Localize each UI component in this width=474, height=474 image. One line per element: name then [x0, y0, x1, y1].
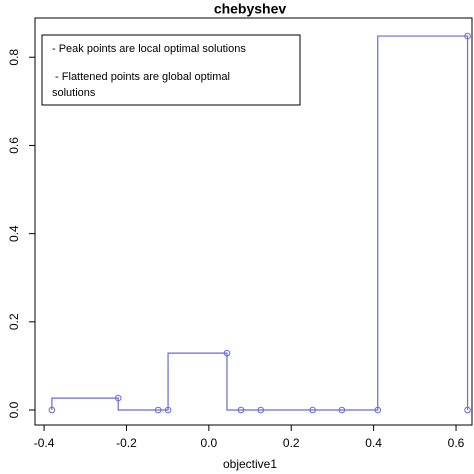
x-tick-label: 0.2: [283, 436, 300, 450]
y-tick-label: 0.0: [7, 401, 21, 418]
x-tick-label: -0.4: [34, 436, 55, 450]
point: [338, 406, 346, 414]
x-tick-label: 0.4: [365, 436, 382, 450]
legend-text: solutions: [52, 87, 96, 99]
y-tick-label: 0.2: [7, 313, 21, 330]
chart-title: chebyshev: [214, 1, 287, 17]
y-tick-label: 0.6: [7, 137, 21, 154]
y-tick-label: 0.8: [7, 49, 21, 66]
x-tick-label: 0.0: [201, 436, 218, 450]
legend-box: [41, 34, 301, 106]
plot-frame: [34, 17, 473, 426]
x-axis-label: objective1: [223, 457, 277, 471]
x-tick-label: -0.2: [116, 436, 137, 450]
point: [223, 349, 231, 357]
point: [164, 406, 172, 414]
legend-text: - Peak points are local optimal solution…: [52, 43, 246, 55]
point: [48, 406, 56, 414]
point: [154, 406, 162, 414]
y-tick-label: 0.4: [7, 225, 21, 242]
step-line: [51, 35, 469, 411]
point: [237, 406, 245, 414]
point: [309, 406, 316, 414]
point: [257, 406, 265, 414]
point: [374, 406, 382, 414]
point: [464, 406, 471, 414]
x-tick-label: 0.6: [448, 436, 465, 450]
point: [114, 394, 122, 402]
point: [464, 32, 471, 40]
legend-text: - Flattened points are global optimal: [52, 71, 230, 83]
